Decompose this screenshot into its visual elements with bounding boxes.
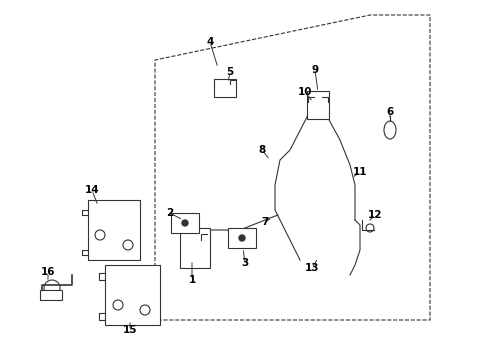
Bar	[214, 79, 236, 97]
Text: 2: 2	[167, 208, 173, 218]
Text: 8: 8	[258, 145, 266, 155]
Text: 14: 14	[85, 185, 99, 195]
Bar	[228, 228, 256, 248]
Text: 16: 16	[41, 267, 55, 277]
Text: 12: 12	[368, 210, 382, 220]
Bar	[105, 265, 160, 325]
Text: 1: 1	[188, 275, 196, 285]
Bar	[171, 213, 199, 233]
Circle shape	[239, 235, 245, 241]
Bar	[307, 91, 329, 119]
Text: 10: 10	[298, 87, 312, 97]
Text: 11: 11	[353, 167, 367, 177]
Bar	[180, 228, 210, 268]
Text: 3: 3	[242, 258, 248, 268]
Text: 13: 13	[305, 263, 319, 273]
Text: 9: 9	[312, 65, 318, 75]
Text: 5: 5	[226, 67, 234, 77]
Bar	[88, 200, 140, 260]
Text: 15: 15	[123, 325, 137, 335]
Text: 4: 4	[206, 37, 214, 47]
Text: 7: 7	[261, 217, 269, 227]
Circle shape	[182, 220, 188, 226]
Text: 6: 6	[387, 107, 393, 117]
Bar	[40, 290, 62, 300]
Ellipse shape	[384, 121, 396, 139]
